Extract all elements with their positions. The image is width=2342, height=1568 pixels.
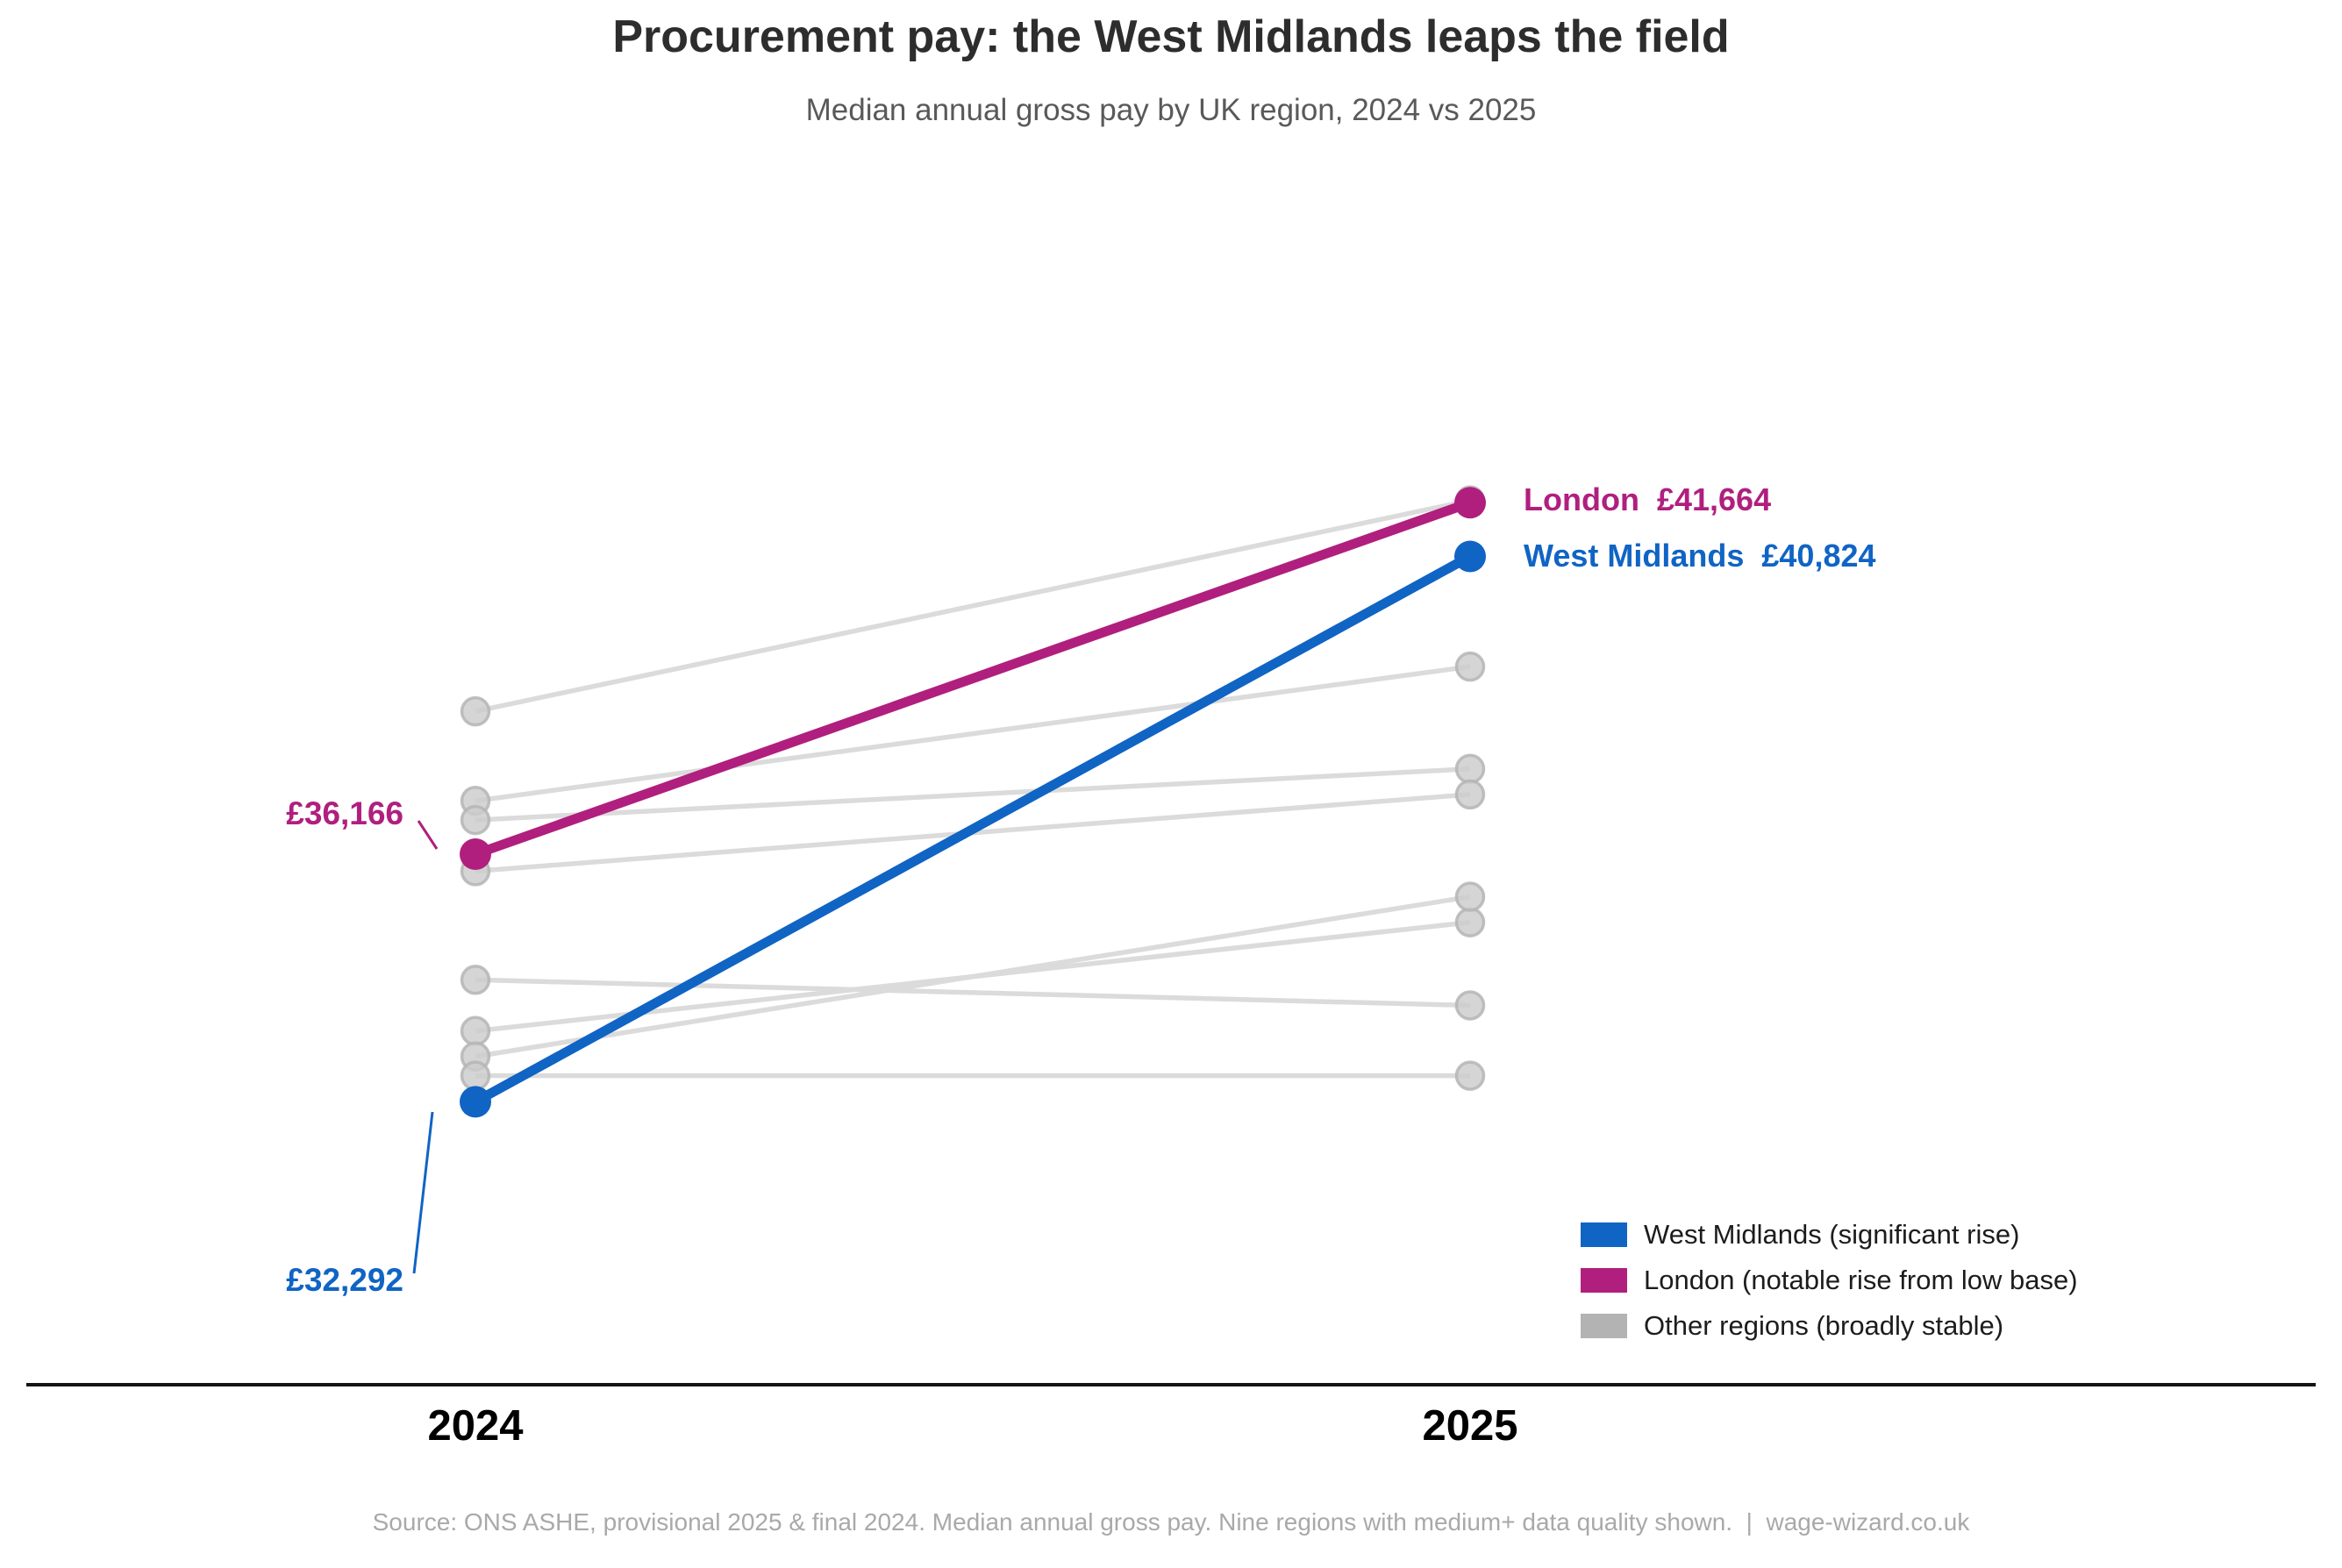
legend-swatch-other [1581,1314,1627,1338]
slope-line-other [475,664,1471,803]
dot-other-2024 [460,965,491,995]
slope-line-london [474,498,1472,859]
dot-other-2025 [1454,753,1486,785]
label-wm-2025-name: West Midlands [1524,538,1745,574]
legend-label: London (notable rise from low base) [1644,1265,2078,1295]
dot-other-2025 [1454,907,1486,937]
dot-other-2024 [460,804,491,836]
label-london-2025: London £41,664 [1524,481,1771,518]
slope-line-west_midlands [473,552,1473,1107]
legend-label: West Midlands (significant rise) [1644,1219,2020,1250]
page-title: Procurement pay: the West Midlands leaps… [612,11,1730,62]
slope-series-group [460,485,1486,1118]
dot-other-2025 [1454,651,1486,682]
x-tick-2025: 2025 [1422,1402,1518,1450]
legend-item: London (notable rise from low base) [1581,1258,2078,1303]
dot-other-2024 [460,695,491,727]
leader-line-wm-2024 [412,1111,434,1274]
chart-subtitle: Median annual gross pay by UK region, 20… [805,93,1537,127]
dot-other-2025 [1454,990,1486,1021]
legend-item: West Midlands (significant rise) [1581,1212,2078,1258]
label-wm-2025-value: £40,824 [1761,538,1876,574]
dot-west_midlands-2024 [460,1086,491,1118]
slope-line-other [475,894,1471,1059]
label-wm-2025: West Midlands £40,824 [1524,538,1876,574]
dot-other-2024 [460,1016,491,1046]
label-london-2025-value: £41,664 [1656,481,1772,517]
legend-swatch-west-midlands [1581,1222,1627,1247]
x-axis-line [26,1383,2316,1386]
dot-london-2024 [460,838,491,870]
slope-line-other [475,977,1471,1009]
x-tick-2024: 2024 [427,1402,524,1450]
label-london-2025-name: London [1524,481,1639,517]
dot-other-2025 [1454,1060,1486,1091]
dot-west_midlands-2025 [1454,540,1486,573]
leader-line-london-2024 [417,820,439,850]
slope-line-other [475,766,1471,823]
dot-other-2024 [460,1060,491,1091]
dot-other-2025 [1454,881,1486,912]
slope-line-other [475,497,1471,714]
dot-other-2025 [1454,779,1486,810]
legend-item: Other regions (broadly stable) [1581,1303,2078,1349]
legend: West Midlands (significant rise) London … [1581,1212,2078,1349]
source-footer: Source: ONS ASHE, provisional 2025 & fin… [372,1508,1970,1536]
dot-london-2025 [1454,487,1486,519]
legend-swatch-london [1581,1268,1627,1293]
label-wm-2024-value: £32,292 [286,1262,403,1298]
label-london-2024-value: £36,166 [286,795,403,831]
legend-label: Other regions (broadly stable) [1644,1310,2004,1341]
